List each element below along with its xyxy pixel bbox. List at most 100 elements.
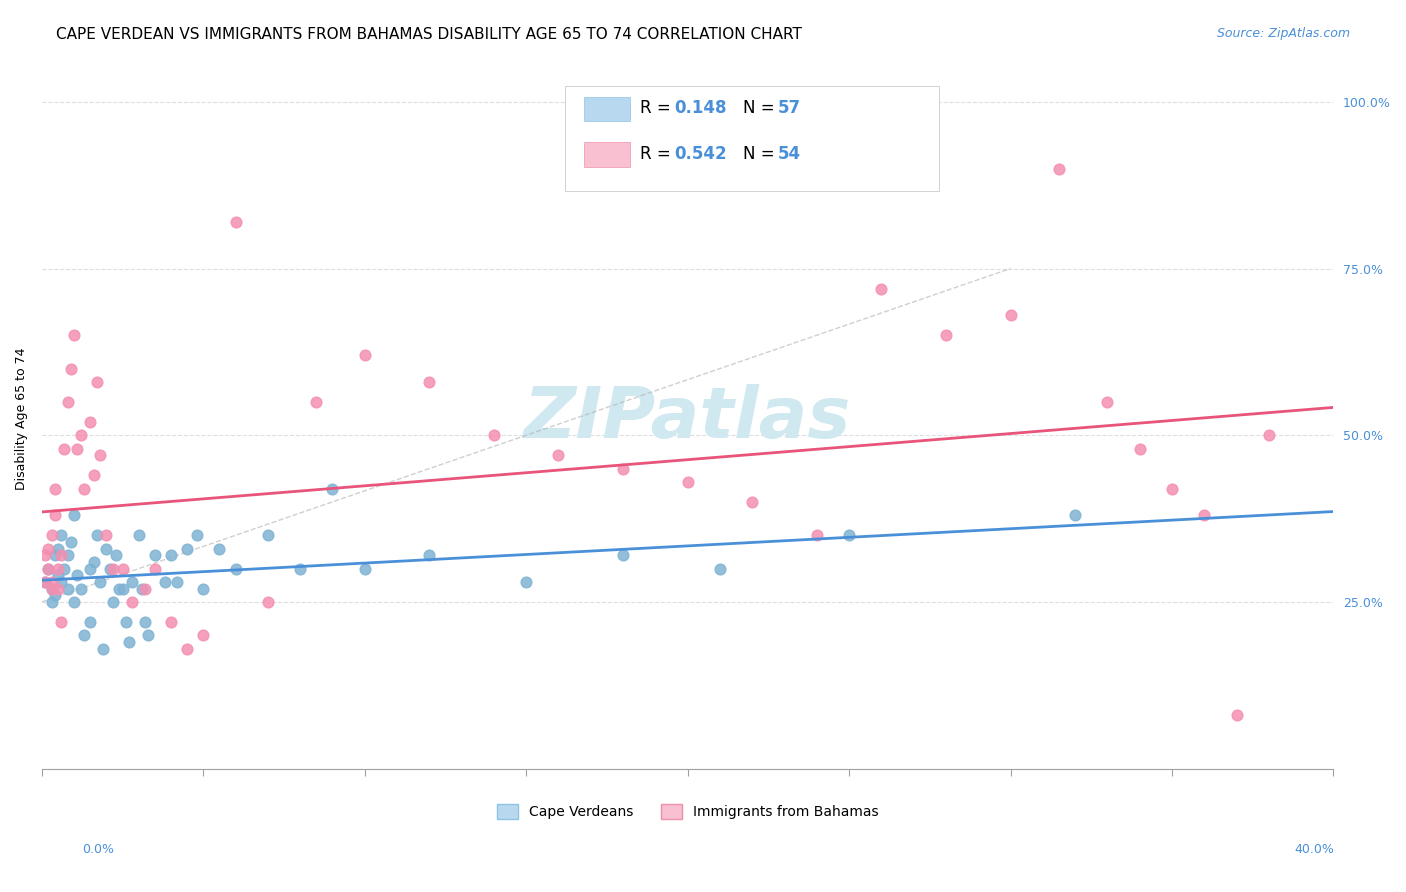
Point	[676, 475, 699, 489]
Point	[79, 561, 101, 575]
Text: 0.0%: 0.0%	[83, 843, 114, 856]
Point	[186, 528, 208, 542]
Point	[34, 548, 56, 562]
Point	[83, 555, 105, 569]
Point	[115, 615, 138, 629]
Point	[143, 561, 166, 575]
FancyBboxPatch shape	[585, 96, 630, 121]
Point	[1047, 161, 1070, 176]
Point	[176, 641, 198, 656]
Text: R =: R =	[640, 99, 676, 118]
Point	[1194, 508, 1216, 523]
Point	[53, 561, 76, 575]
Text: CAPE VERDEAN VS IMMIGRANTS FROM BAHAMAS DISABILITY AGE 65 TO 74 CORRELATION CHAR: CAPE VERDEAN VS IMMIGRANTS FROM BAHAMAS …	[56, 27, 801, 42]
Point	[91, 641, 114, 656]
Point	[89, 448, 111, 462]
Point	[208, 541, 231, 556]
Text: 0.542: 0.542	[675, 145, 727, 163]
Point	[305, 395, 328, 409]
Point	[51, 528, 73, 542]
Point	[69, 428, 91, 442]
Point	[1257, 428, 1279, 442]
Point	[547, 448, 569, 462]
Point	[176, 541, 198, 556]
Point	[46, 568, 69, 582]
Point	[46, 582, 69, 596]
Text: R =: R =	[640, 145, 676, 163]
Point	[138, 628, 160, 642]
Point	[612, 548, 634, 562]
Point	[53, 442, 76, 456]
Point	[741, 495, 763, 509]
Point	[79, 615, 101, 629]
Point	[96, 528, 118, 542]
Point	[101, 595, 124, 609]
Point	[44, 548, 66, 562]
FancyBboxPatch shape	[565, 86, 939, 191]
Point	[63, 508, 86, 523]
Point	[1097, 395, 1119, 409]
Point	[193, 628, 215, 642]
Point	[838, 528, 860, 542]
Point	[870, 281, 893, 295]
Point	[63, 595, 86, 609]
Point	[1064, 508, 1087, 523]
Point	[69, 582, 91, 596]
Point	[41, 595, 63, 609]
Point	[225, 215, 247, 229]
Point	[46, 541, 69, 556]
Point	[353, 348, 375, 362]
Point	[44, 588, 66, 602]
Point	[321, 482, 343, 496]
Point	[193, 582, 215, 596]
Point	[515, 574, 537, 589]
Point	[73, 482, 96, 496]
Point	[41, 582, 63, 596]
Point	[160, 548, 183, 562]
Point	[166, 574, 188, 589]
Point	[56, 395, 79, 409]
Point	[86, 375, 108, 389]
Text: ZIPatlas: ZIPatlas	[524, 384, 852, 453]
Point	[118, 635, 141, 649]
Text: N =: N =	[744, 99, 780, 118]
Point	[108, 582, 131, 596]
Point	[131, 582, 153, 596]
Point	[1161, 482, 1184, 496]
Text: 40.0%: 40.0%	[1295, 843, 1334, 856]
Point	[96, 541, 118, 556]
Point	[160, 615, 183, 629]
Point	[79, 415, 101, 429]
Point	[111, 582, 134, 596]
Point	[105, 548, 128, 562]
Point	[59, 535, 82, 549]
Point	[41, 528, 63, 542]
Point	[86, 528, 108, 542]
Point	[290, 561, 312, 575]
Point	[73, 628, 96, 642]
Point	[134, 582, 156, 596]
Point	[353, 561, 375, 575]
Point	[143, 548, 166, 562]
Point	[34, 574, 56, 589]
Point	[56, 548, 79, 562]
Point	[46, 561, 69, 575]
Point	[128, 528, 150, 542]
Point	[257, 528, 280, 542]
Point	[51, 615, 73, 629]
Point	[59, 361, 82, 376]
Point	[225, 561, 247, 575]
Y-axis label: Disability Age 65 to 74: Disability Age 65 to 74	[15, 347, 28, 490]
Legend: Cape Verdeans, Immigrants from Bahamas: Cape Verdeans, Immigrants from Bahamas	[491, 798, 884, 825]
Point	[37, 561, 59, 575]
Point	[121, 574, 143, 589]
Point	[37, 561, 59, 575]
Point	[66, 568, 89, 582]
Point	[101, 561, 124, 575]
Text: 0.148: 0.148	[675, 99, 727, 118]
FancyBboxPatch shape	[585, 142, 630, 167]
Text: 54: 54	[778, 145, 801, 163]
Point	[56, 582, 79, 596]
Point	[134, 615, 156, 629]
Text: N =: N =	[744, 145, 780, 163]
